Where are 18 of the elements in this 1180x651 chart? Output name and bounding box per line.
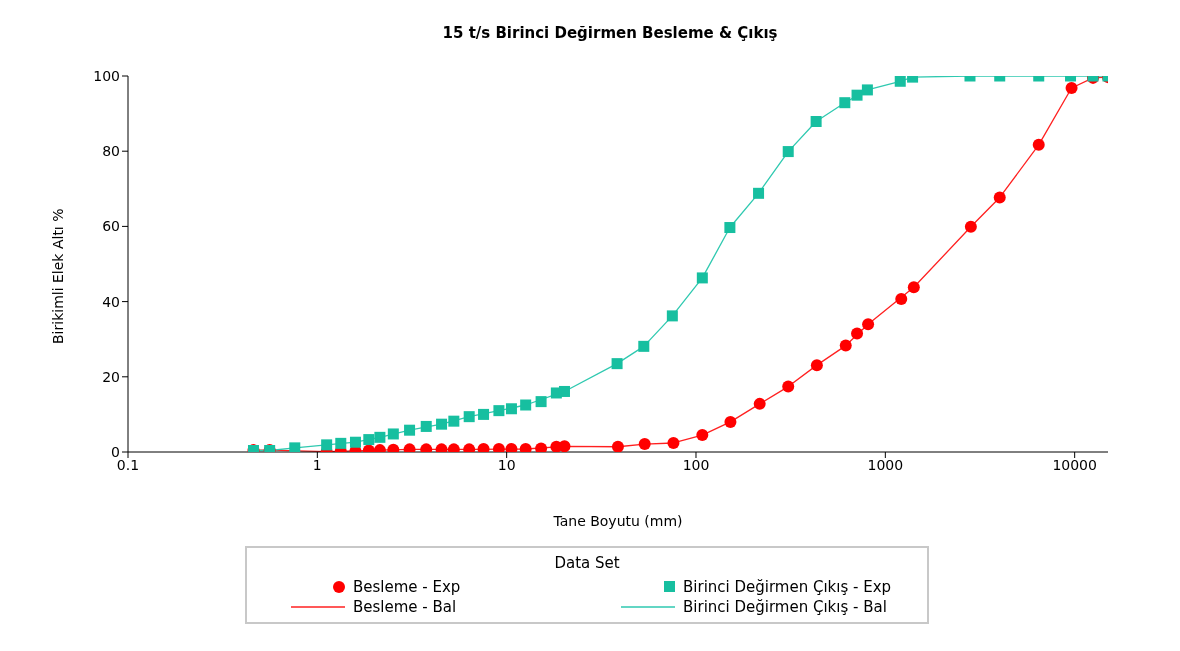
y-tick-label: 60 (102, 218, 120, 235)
legend-label: Birinci Değirmen Çıkış - Bal (683, 598, 887, 616)
legend-label: Besleme - Bal (353, 598, 457, 616)
x-tick-label: 100 (682, 456, 710, 473)
legend-label: Besleme - Exp (353, 578, 461, 596)
y-axis-title: Birikimli Elek Altı % (49, 208, 66, 344)
x-tick-label: 10000 (1052, 456, 1097, 473)
y-tick-label: 40 (102, 293, 120, 310)
y-tick-label: 20 (102, 368, 120, 385)
legend-title: Data Set (553, 554, 621, 572)
x-axis-title: Tane Boyutu (mm) (552, 513, 683, 529)
legend-label: Birinci Değirmen Çıkış - Exp (683, 578, 892, 596)
y-tick-label: 100 (93, 67, 120, 84)
x-tick-label: 1 (312, 456, 322, 473)
x-tick-label: 10 (497, 456, 516, 473)
x-tick-label: 1000 (867, 456, 904, 473)
y-tick-label: 80 (102, 143, 120, 160)
chart-title: 15 t/s Birinci Değirmen Besleme & Çıkış (441, 23, 779, 44)
